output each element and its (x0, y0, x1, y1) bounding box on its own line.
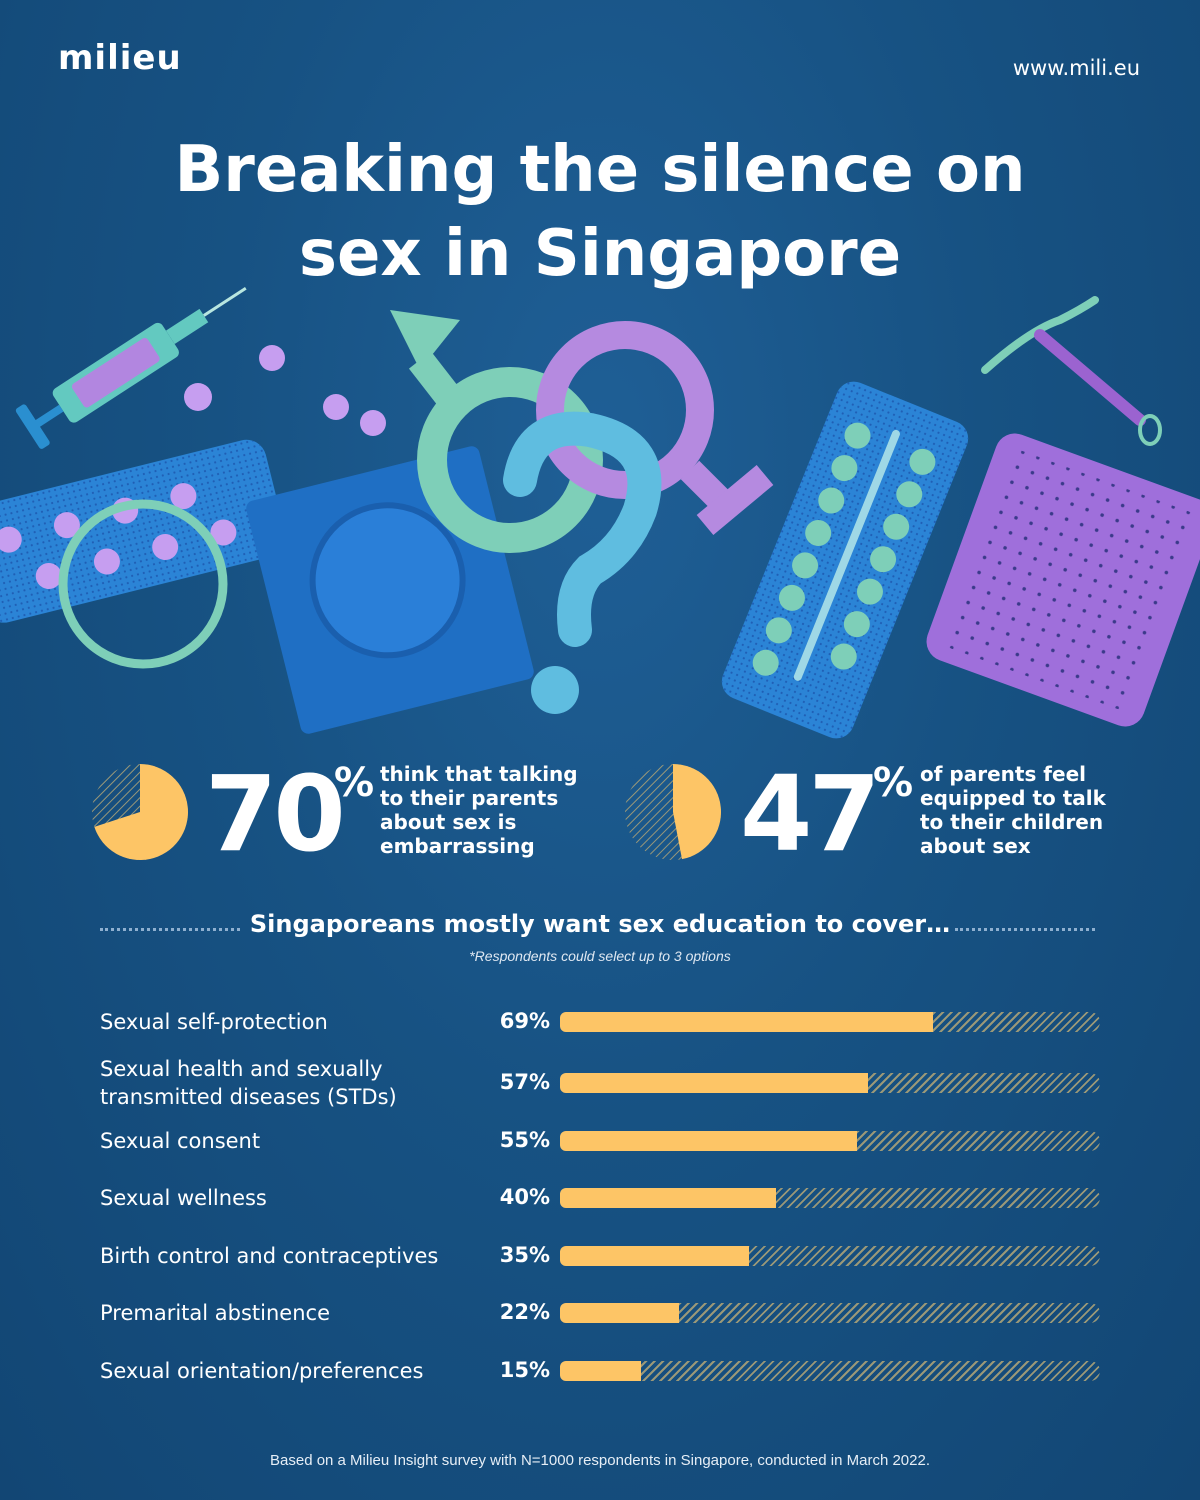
website-url[interactable]: www.mili.eu (1012, 56, 1140, 80)
bar-category-label: Sexual consent (100, 1129, 261, 1153)
stat-2-pie (625, 764, 721, 860)
bar-category-label: Birth control and contraceptives (100, 1244, 439, 1268)
bar-category-label: Premarital abstinence (100, 1301, 331, 1325)
title-line-1: Breaking the silence on (174, 133, 1026, 207)
condom-wrapper-icon (246, 446, 534, 734)
bar-track (560, 1303, 1100, 1323)
section-note: *Respondents could select up to 3 option… (469, 948, 731, 964)
page-title: Breaking the silence on sex in Singapore (0, 128, 1200, 296)
stat-2-value: 47 (740, 753, 881, 875)
bar-value-label: 15% (499, 1358, 550, 1382)
title-line-2: sex in Singapore (298, 217, 902, 291)
divider-right (955, 928, 1095, 931)
female-symbol-icon (536, 321, 774, 535)
stat-2-text: of parents feel equipped to talk to thei… (920, 762, 1106, 858)
bar (560, 1303, 679, 1323)
bar-category-label: Sexual self-protection (100, 1010, 328, 1034)
bar-value-label: 35% (499, 1243, 550, 1267)
iud-icon (981, 296, 1162, 446)
stat-2-pie-slice (673, 764, 721, 860)
divider-left (100, 928, 240, 931)
question-mark-icon (503, 411, 662, 714)
bar (560, 1361, 641, 1381)
stat-1-pie-slice (94, 764, 188, 860)
bar (560, 1012, 933, 1032)
bar-value-label: 40% (499, 1185, 550, 1209)
bar-track (560, 1361, 1100, 1381)
milieu-logo: milieu (58, 38, 182, 78)
bar (560, 1188, 776, 1208)
bar-value-label: 22% (499, 1300, 550, 1324)
pills-icon (184, 345, 386, 436)
bar-value-label: 57% (499, 1070, 550, 1094)
bar (560, 1131, 857, 1151)
blister-pack-right-icon (721, 381, 969, 739)
stat-1-percent: % (334, 760, 375, 806)
stat-1-pie (92, 764, 188, 860)
bar (560, 1073, 868, 1093)
bar (560, 1246, 749, 1266)
blister-pack-left-icon (0, 439, 286, 623)
bar-value-label: 55% (499, 1128, 550, 1152)
footer-source-note: Based on a Milieu Insight survey with N=… (270, 1452, 930, 1469)
bar-category-label: Sexual health and sexually transmitted d… (100, 1057, 397, 1109)
bar-category-label: Sexual orientation/preferences (100, 1359, 424, 1383)
stat-2-percent: % (873, 760, 914, 806)
section-title: Singaporeans mostly want sex education t… (249, 910, 951, 938)
stat-1-text: think that talking to their parents abou… (380, 762, 578, 858)
vaginal-ring-icon (58, 499, 228, 669)
bar-category-label: Sexual wellness (100, 1186, 267, 1210)
syringe-icon (15, 287, 247, 449)
contraception-illustration (0, 287, 1200, 739)
stat-1-value: 70 (205, 753, 346, 875)
dental-dam-icon (926, 433, 1200, 727)
bar-value-label: 69% (499, 1009, 550, 1033)
